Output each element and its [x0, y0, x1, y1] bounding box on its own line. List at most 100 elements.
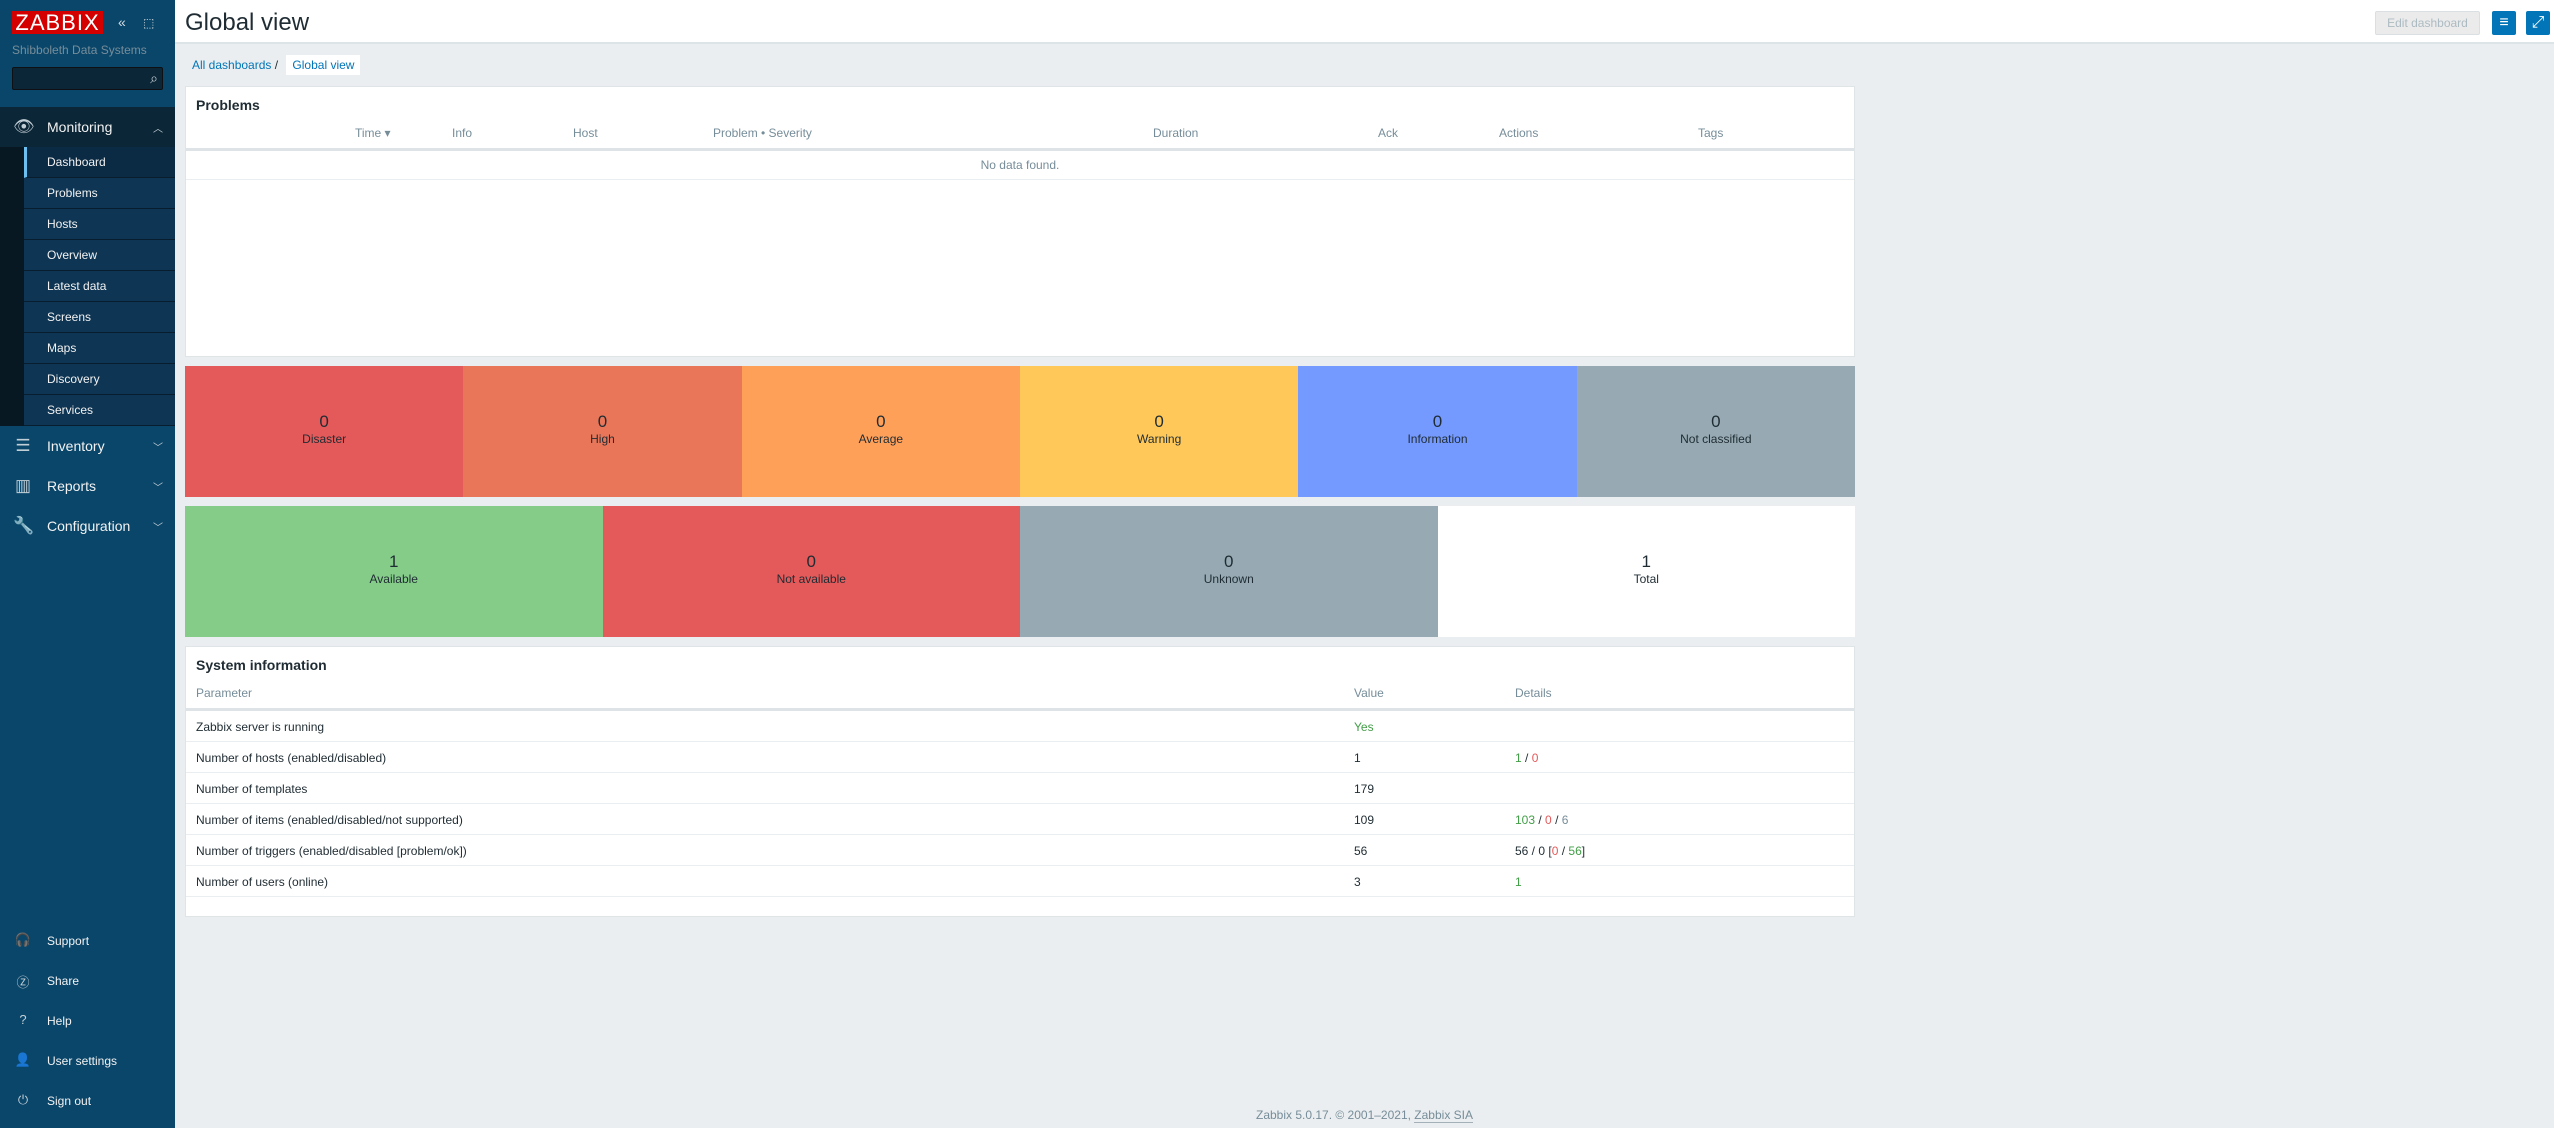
bar-chart-icon: ▥ [14, 476, 32, 495]
row-divider [186, 772, 1854, 773]
detail-part: 0 [1545, 813, 1552, 827]
tile-warning[interactable]: 0 Warning [1020, 366, 1299, 497]
row-divider [186, 179, 1854, 180]
submenu-screens[interactable]: Screens [24, 302, 175, 333]
menu-label: Inventory [47, 438, 105, 454]
widget-title: System information [196, 657, 327, 673]
value-cell: 3 [1354, 875, 1361, 889]
power-icon: ⏻ [17, 1092, 29, 1107]
page-header: Global view Edit dashboard ≡ ⤢ [175, 0, 2554, 44]
detail-part: 1 [1515, 751, 1522, 765]
tile-not-classified[interactable]: 0 Not classified [1576, 366, 1855, 497]
kiosk-mode-icon[interactable]: ⬚ [143, 16, 155, 30]
column-duration: Duration [1153, 126, 1199, 140]
column-host[interactable]: Host [573, 126, 598, 140]
fullscreen-icon[interactable]: ⤢ [2526, 11, 2550, 35]
submenu-problems[interactable]: Problems [24, 178, 175, 209]
menu-label: Monitoring [47, 119, 113, 135]
breadcrumb-all-dashboards[interactable]: All dashboards [192, 58, 272, 72]
submenu-discovery[interactable]: Discovery [24, 364, 175, 395]
tile-unknown[interactable]: 0 Unknown [1020, 506, 1438, 637]
tile-label: Not available [776, 572, 846, 586]
tile-high[interactable]: 0 High [463, 366, 742, 497]
detail-part: / [1521, 751, 1532, 765]
details-cell: 1 [1515, 875, 1522, 889]
menu-share[interactable]: Ⓩ Share [0, 961, 175, 1001]
tile-count: 0 [1224, 552, 1234, 571]
breadcrumb-current[interactable]: Global view [285, 54, 362, 76]
menu-sign-out[interactable]: ⏻ Sign out [0, 1081, 175, 1121]
tile-label: Unknown [1203, 572, 1254, 586]
table-row: Number of items (enabled/disabled/not su… [186, 804, 1854, 835]
tile-available[interactable]: 1 Available [185, 506, 603, 637]
share-icon: Ⓩ [16, 975, 30, 990]
problems-by-severity-widget: 0 Disaster 0 High 0 Average 0 Warning 0 Informati… [185, 366, 1855, 497]
zabbix-sia-link[interactable]: Zabbix SIA [1414, 1108, 1473, 1123]
tile-disaster[interactable]: 0 Disaster [185, 366, 464, 497]
user-icon: 👤 [14, 1052, 32, 1067]
tile-count: 0 [1432, 412, 1443, 431]
row-divider [186, 741, 1854, 742]
parameter-cell: Zabbix server is running [196, 720, 325, 734]
tile-average[interactable]: 0 Average [741, 366, 1020, 497]
parameter-cell: Number of templates [196, 782, 308, 796]
submenu-latest-data[interactable]: Latest data [24, 271, 175, 302]
menu-configuration[interactable]: 🔧 Configuration ﹀ [0, 506, 175, 546]
submenu-maps[interactable]: Maps [24, 333, 175, 364]
main-menu: 👁 Monitoring ︿ Dashboard Problems Hosts Ov… [0, 107, 175, 546]
menu-icon[interactable]: ≡ [2492, 11, 2516, 35]
host-availability-widget: 1 Available 0 Not available 0 Unknown 1 Total [185, 506, 1855, 637]
wrench-icon: 🔧 [13, 516, 35, 535]
empty-message: No data found. [980, 158, 1060, 172]
menu-support[interactable]: 🎧 Support [0, 921, 175, 961]
detail-part: / [1551, 813, 1562, 827]
submenu-services[interactable]: Services [24, 395, 175, 426]
edit-dashboard-button[interactable]: Edit dashboard [2375, 11, 2480, 35]
details-cell: 1 / 0 [1515, 751, 1538, 765]
menu-inventory[interactable]: ☰ Inventory ﹀ [0, 426, 175, 466]
detail-part: 0 [1531, 751, 1539, 765]
submenu-dashboard[interactable]: Dashboard [24, 147, 175, 178]
search-icon[interactable]: ⌕ [150, 70, 158, 86]
table-row: Number of users (online) 3 1 [186, 866, 1854, 897]
search-input[interactable] [13, 68, 133, 89]
tile-not-available[interactable]: 0 Not available [602, 506, 1020, 637]
zabbix-logo[interactable]: ZABBIX [12, 11, 103, 34]
table-row: Number of templates 179 [186, 773, 1854, 804]
parameter-cell: Number of users (online) [196, 875, 329, 889]
menu-label: Help [47, 1014, 72, 1028]
breadcrumb: All dashboards / Global view [192, 54, 362, 76]
tile-count: 0 [806, 552, 816, 571]
search-box: ⌕ [12, 67, 163, 90]
tile-count: 0 [1154, 412, 1164, 431]
detail-part: 56 [1568, 844, 1582, 858]
menu-reports[interactable]: ▥ Reports ﹀ [0, 466, 175, 506]
value-cell: Yes [1354, 720, 1374, 734]
menu-help[interactable]: ? Help [0, 1001, 175, 1041]
user-menu: 🎧 Support Ⓩ Share ? Help 👤 User settings ⏻ Si… [0, 921, 175, 1121]
page-title: Global view [185, 9, 310, 36]
menu-label: Sign out [47, 1094, 92, 1108]
widget-title: Problems [196, 97, 260, 113]
tile-label: Warning [1137, 432, 1182, 446]
header-divider [186, 148, 1854, 151]
system-information-widget: System information Parameter Value Detai… [185, 646, 1855, 917]
row-divider [186, 865, 1854, 866]
parameter-cell: Number of triggers (enabled/disabled [pr… [196, 844, 467, 858]
collapse-sidebar-icon[interactable]: « [118, 14, 126, 30]
detail-part: 6 [1561, 813, 1569, 827]
menu-user-settings[interactable]: 👤 User settings [0, 1041, 175, 1081]
column-problem-severity[interactable]: Problem • Severity [713, 126, 812, 140]
detail-part: / [1535, 813, 1546, 827]
menu-monitoring[interactable]: 👁 Monitoring ︿ [0, 107, 175, 147]
column-value: Value [1354, 686, 1384, 700]
tile-information[interactable]: 0 Information [1298, 366, 1577, 497]
tile-count: 0 [319, 412, 329, 431]
column-time[interactable]: Time ▾ [355, 126, 391, 140]
list-icon: ☰ [15, 436, 31, 455]
submenu-overview[interactable]: Overview [24, 240, 175, 271]
submenu-hosts[interactable]: Hosts [24, 209, 175, 240]
tile-count: 0 [1711, 412, 1721, 431]
tile-total[interactable]: 1 Total [1437, 506, 1855, 637]
chevron-down-icon: ﹀ [153, 443, 163, 454]
